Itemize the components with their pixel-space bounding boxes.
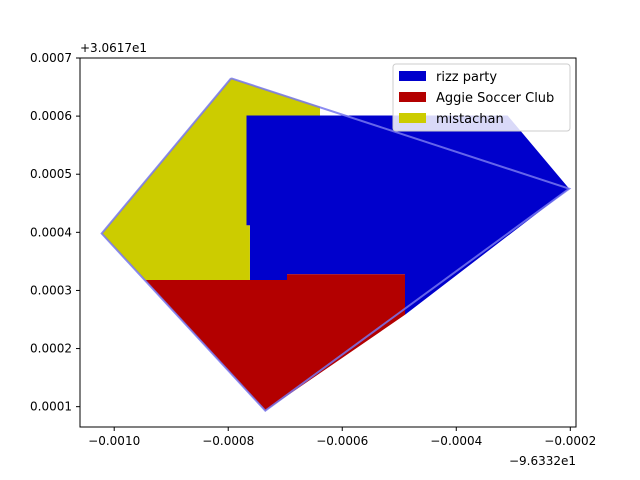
axes: −0.0010 −0.0008 −0.0006 −0.0004 −0.0002 0.000… <box>30 41 596 468</box>
legend: rizz party Aggie Soccer Club mistachan <box>392 63 571 132</box>
region-aggie-soccer-club <box>145 274 405 411</box>
legend-box <box>392 63 571 132</box>
y-tick-label: 0.0006 <box>30 109 72 123</box>
x-tick-label: −0.0004 <box>430 434 482 448</box>
legend-swatch-rizz-party <box>399 71 426 81</box>
x-tick-label: −0.0002 <box>544 434 596 448</box>
plot-area <box>100 77 572 413</box>
legend-swatch-mistachan <box>399 113 426 123</box>
y-tick-label: 0.0002 <box>30 342 72 356</box>
axes-frame <box>79 57 577 428</box>
x-tick-label: −0.0006 <box>316 434 368 448</box>
plot-content <box>100 77 572 413</box>
legend-swatch-aggie-soccer-club <box>399 92 426 102</box>
region-rizz-party <box>246 115 570 315</box>
y-tick-label: 0.0007 <box>30 51 72 65</box>
legend-label-rizz-party: rizz party <box>436 70 497 85</box>
boundary-outline <box>100 77 572 413</box>
y-tick-label: 0.0005 <box>30 167 72 181</box>
y-tick-label: 0.0004 <box>30 225 72 239</box>
x-tick-label: −0.0010 <box>88 434 140 448</box>
y-tick-label: 0.0001 <box>30 400 72 414</box>
x-offset-label: −9.6332e1 <box>509 454 576 468</box>
legend-label-aggie-soccer-club: Aggie Soccer Club <box>436 91 554 106</box>
y-tick-label: 0.0003 <box>30 283 72 297</box>
x-tick-label: −0.0008 <box>202 434 254 448</box>
y-offset-label: +3.0617e1 <box>80 41 147 55</box>
legend-label-mistachan: mistachan <box>436 112 504 127</box>
region-mistachan <box>101 78 320 280</box>
